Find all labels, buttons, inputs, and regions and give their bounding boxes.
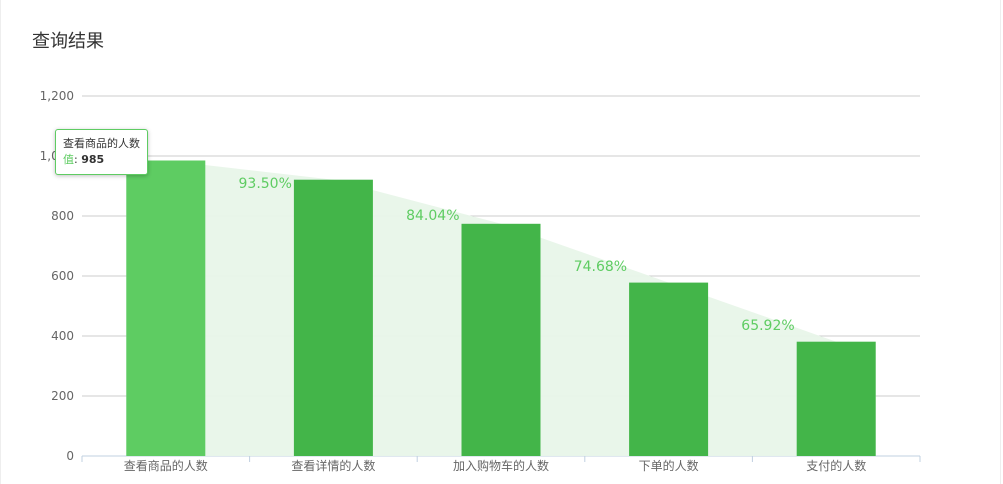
bar-3	[461, 223, 541, 456]
tooltip: 查看商品的人数 值: 985	[55, 129, 148, 175]
tooltip-value: 985	[81, 153, 105, 166]
x-category-label: 查看详情的人数	[291, 458, 375, 473]
y-tick-label: 200	[51, 389, 74, 403]
tooltip-value-key: 值	[63, 153, 74, 166]
y-tick-label: 0	[66, 449, 74, 463]
bar-4	[629, 282, 709, 456]
bar-1	[126, 160, 206, 456]
y-tick-label: 1,200	[40, 89, 74, 103]
page-title: 查询结果	[32, 31, 104, 52]
tooltip-category: 查看商品的人数	[63, 137, 140, 150]
tooltip-value-row: 值: 985	[63, 153, 105, 166]
bar-2	[293, 179, 373, 456]
x-category-label: 查看商品的人数	[124, 458, 208, 473]
y-tick-label: 800	[51, 209, 74, 223]
conversion-rate-label: 74.68%	[574, 259, 627, 275]
x-category-label: 支付的人数	[806, 458, 866, 473]
y-tick-label: 400	[51, 329, 74, 343]
x-category-label: 加入购物车的人数	[453, 458, 549, 473]
conversion-rate-label: 93.50%	[239, 176, 292, 192]
bar-5	[796, 341, 876, 456]
x-category-label: 下单的人数	[639, 458, 699, 473]
conversion-rate-label: 65.92%	[741, 318, 794, 334]
y-tick-label: 600	[51, 269, 74, 283]
conversion-rate-label: 84.04%	[406, 208, 459, 224]
